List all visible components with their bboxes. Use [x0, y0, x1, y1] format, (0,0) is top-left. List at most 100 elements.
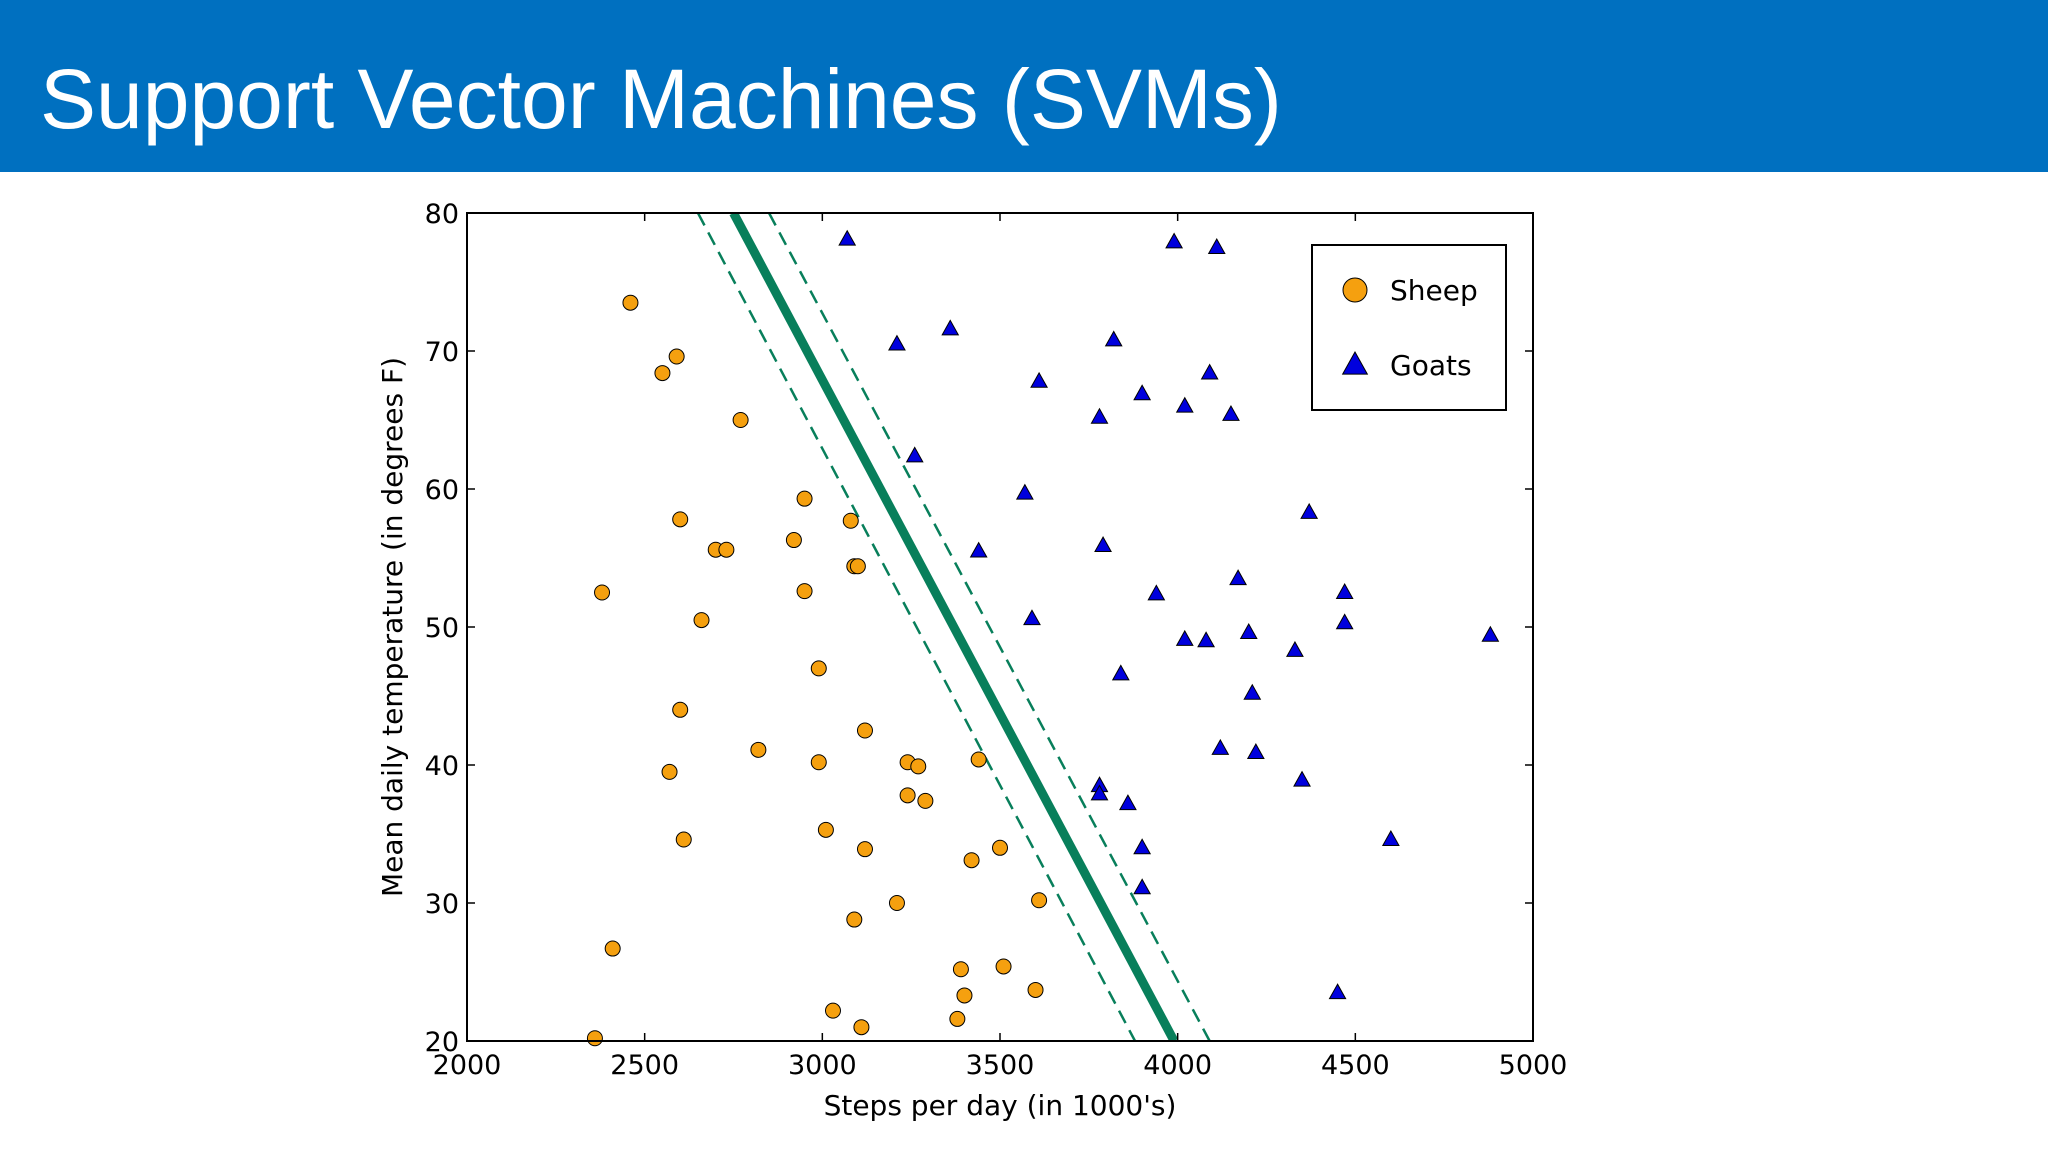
goats-point — [1335, 613, 1354, 630]
sheep-point — [849, 558, 866, 575]
y-tick-label: 80 — [425, 199, 459, 230]
sheep-point — [888, 895, 905, 911]
goats-point — [1381, 829, 1400, 846]
chart-legend: Sheep Goats — [1311, 244, 1507, 411]
sheep-point — [846, 911, 863, 928]
sheep-point — [732, 412, 749, 428]
goats-point — [1090, 784, 1109, 801]
sheep-point — [1027, 981, 1044, 998]
legend-marker-sheep — [1342, 277, 1368, 303]
margin-line-2 — [767, 213, 1211, 1041]
goats-point — [1133, 838, 1152, 855]
goats-point — [905, 446, 924, 463]
sheep-point — [842, 512, 859, 529]
sheep-point — [1031, 892, 1048, 909]
goats-point — [1293, 770, 1311, 787]
x-axis-label: Steps per day (in 1000's) — [824, 1089, 1177, 1122]
sheep-point — [956, 987, 973, 1004]
y-axis-label: Mean daily temperature (in degrees F) — [376, 357, 409, 897]
goats-point — [1094, 536, 1112, 553]
x-tick-label: 2500 — [610, 1050, 679, 1081]
sheep-point — [952, 961, 969, 978]
sheep-point — [785, 532, 802, 549]
goats-point — [1197, 631, 1216, 648]
x-tick-label: 3500 — [966, 1050, 1035, 1081]
x-tick-label: 4000 — [1143, 1050, 1212, 1081]
goats-point — [1015, 483, 1034, 500]
sheep-point — [917, 792, 934, 809]
sheep-point — [693, 612, 710, 629]
sheep-point — [586, 1030, 603, 1047]
sheep-point — [899, 787, 916, 804]
goats-point — [1118, 794, 1137, 811]
goats-point — [888, 334, 906, 351]
sheep-point — [675, 831, 692, 848]
svm-lines — [696, 213, 1211, 1041]
sheep-point — [910, 758, 927, 775]
y-tick-label: 70 — [425, 337, 459, 368]
sheep-point — [970, 751, 987, 768]
sheep-point — [949, 1010, 966, 1027]
sheep-point — [594, 584, 611, 601]
goats-point — [1207, 237, 1226, 254]
legend-box — [1311, 244, 1507, 411]
sheep-point — [824, 1002, 841, 1019]
sheep-point — [810, 660, 827, 677]
x-tick-label: 3000 — [788, 1050, 857, 1081]
goats-point — [1133, 384, 1152, 401]
goats-point — [1104, 330, 1123, 347]
sheep-point — [661, 763, 678, 780]
goats-point — [1243, 683, 1262, 700]
goats-point — [1229, 569, 1248, 586]
legend-marker-goats — [1341, 350, 1369, 375]
series-goats — [838, 229, 1500, 1000]
sheep-point — [963, 852, 980, 869]
slide-header: Support Vector Machines (SVMs) — [0, 0, 2048, 172]
series-sheep — [586, 294, 1048, 1047]
goats-point — [1175, 629, 1194, 646]
sheep-point — [654, 365, 671, 382]
goats-point — [1165, 232, 1184, 249]
sheep-point — [672, 701, 689, 718]
x-tick-label: 4500 — [1321, 1050, 1390, 1081]
x-tick-label: 2000 — [433, 1050, 502, 1081]
sheep-point — [672, 511, 689, 528]
sheep-point — [750, 741, 767, 758]
sheep-point — [853, 1019, 870, 1036]
goats-point — [969, 541, 988, 558]
goats-point — [1211, 738, 1230, 755]
goats-point — [1111, 664, 1130, 681]
slide-title: Support Vector Machines (SVMs) — [40, 52, 1282, 146]
y-tick-label: 40 — [425, 751, 459, 782]
goats-point — [1200, 363, 1219, 380]
legend-label-goats: Goats — [1390, 349, 1472, 382]
x-tick-label: 5000 — [1499, 1050, 1568, 1081]
sheep-point — [856, 722, 873, 739]
goats-point — [1300, 502, 1319, 519]
sheep-point — [796, 490, 813, 507]
y-tick-label: 30 — [425, 889, 459, 920]
goats-point — [1090, 407, 1109, 424]
goats-point — [1023, 609, 1041, 626]
y-tick-label: 20 — [425, 1027, 459, 1058]
sheep-point — [992, 839, 1008, 856]
goats-point — [1239, 622, 1258, 639]
sheep-point — [622, 294, 639, 311]
goats-point — [1335, 582, 1354, 599]
goats-point — [838, 229, 857, 246]
legend-label-sheep: Sheep — [1390, 274, 1478, 307]
chart-marks — [586, 213, 1500, 1047]
sheep-point — [817, 821, 834, 838]
sheep-point — [995, 958, 1012, 975]
goats-point — [1133, 878, 1152, 895]
y-tick-label: 50 — [425, 613, 459, 644]
chart-axes: 2000 2500 3000 3500 4000 4500 5000 20 30 40 50 60 70… — [376, 199, 1567, 1122]
sheep-point — [604, 940, 621, 957]
sheep-point — [718, 541, 735, 558]
goats-point — [1222, 404, 1240, 421]
sheep-point — [796, 583, 813, 600]
decision-boundary-line — [729, 213, 1179, 1041]
y-tick-label: 60 — [425, 475, 459, 506]
goats-point — [1147, 584, 1166, 601]
goats-point — [1030, 371, 1049, 388]
